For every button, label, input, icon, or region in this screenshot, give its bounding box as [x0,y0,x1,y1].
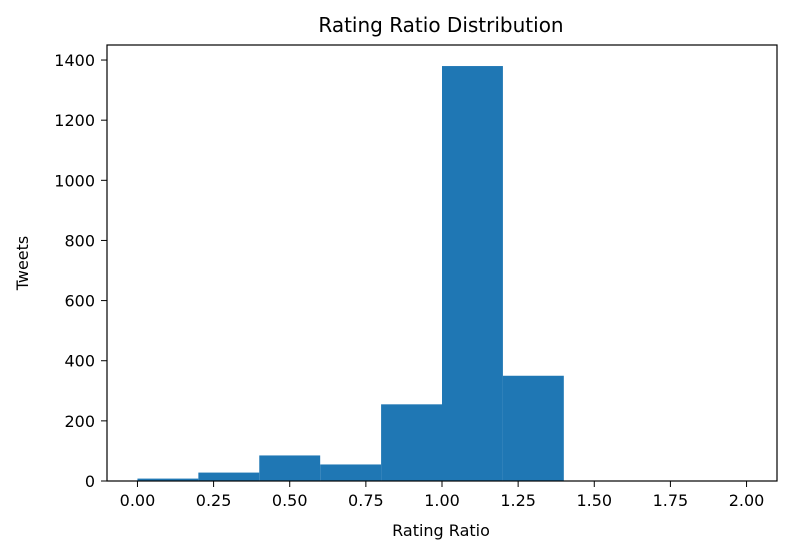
histogram-bar-3 [320,464,381,481]
histogram-bar-2 [259,455,320,481]
y-tick-label: 800 [64,231,95,250]
x-tick-label: 1.00 [424,491,460,510]
x-tick-label: 0.75 [348,491,384,510]
y-tick-label: 1400 [54,51,95,70]
x-tick-label: 0.00 [120,491,156,510]
x-tick-label: 2.00 [729,491,765,510]
chart-title: Rating Ratio Distribution [318,13,563,37]
histogram-bar-6 [503,376,564,481]
x-tick-label: 0.25 [196,491,232,510]
y-tick-label: 200 [64,412,95,431]
y-axis-ticks: 0 200 400 600 800 1000 1200 1400 [54,51,107,491]
y-tick-label: 600 [64,292,95,311]
histogram-bar-4 [381,404,442,481]
y-tick-label: 0 [85,472,95,491]
y-tick-label: 400 [64,352,95,371]
histogram-bar-1 [198,473,259,481]
x-tick-label: 1.25 [500,491,536,510]
y-tick-label: 1000 [54,171,95,190]
x-axis-ticks: 0.00 0.25 0.50 0.75 1.00 1.25 1.50 1.75 2.00 [120,481,765,510]
x-tick-label: 0.50 [272,491,308,510]
bars-group [137,66,746,481]
histogram-bar-5 [442,66,503,481]
x-tick-label: 1.75 [653,491,689,510]
x-tick-label: 1.50 [576,491,612,510]
x-axis-label: Rating Ratio [392,521,490,540]
y-tick-label: 1200 [54,111,95,130]
y-axis-label: Tweets [13,236,32,292]
